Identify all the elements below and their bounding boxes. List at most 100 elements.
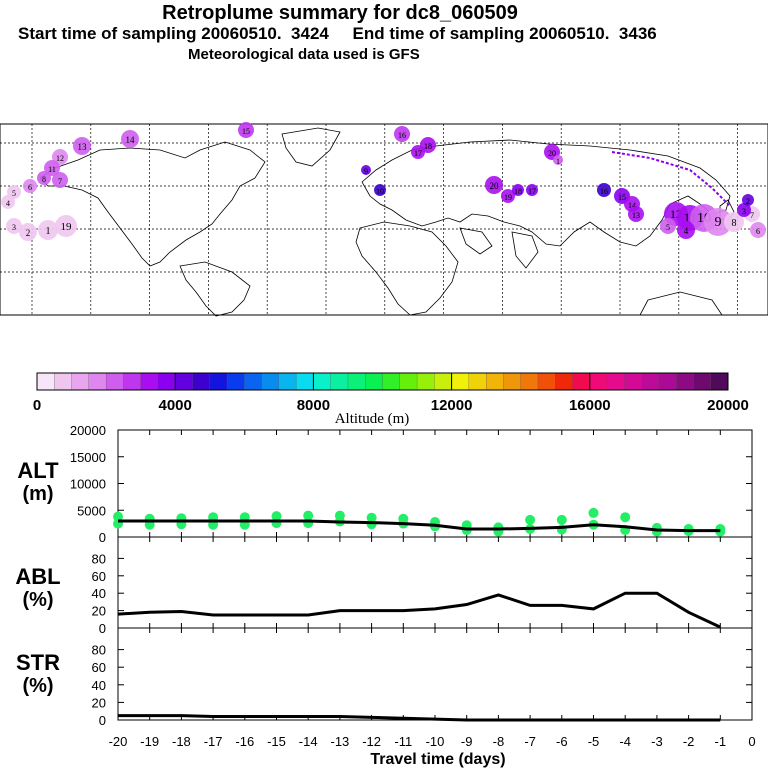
colorbar-swatch bbox=[71, 372, 90, 391]
y-tick-label: 0 bbox=[99, 530, 106, 545]
colorbar-swatch bbox=[572, 372, 591, 391]
x-tick-label: -13 bbox=[331, 734, 350, 749]
plume-marker-label: 7 bbox=[750, 211, 754, 220]
plume-marker-label: 12 bbox=[56, 154, 64, 163]
colorbar-swatch bbox=[382, 372, 401, 391]
plume-marker-label: 13 bbox=[632, 211, 640, 220]
colorbar-swatch bbox=[36, 372, 55, 391]
alt-panel-unit: (m) bbox=[22, 483, 53, 505]
plume-marker bbox=[374, 184, 386, 196]
colorbar-swatch bbox=[123, 372, 142, 391]
colorbar-swatch bbox=[503, 372, 522, 391]
colorbar-swatch bbox=[658, 372, 677, 391]
plume-marker-label: 9 bbox=[364, 167, 368, 176]
colorbar-swatch bbox=[710, 372, 729, 391]
abl-panel-unit: (%) bbox=[22, 589, 53, 611]
plume-marker-label: 11 bbox=[48, 165, 56, 174]
plume-marker-label: 1 bbox=[46, 226, 51, 237]
x-tick-label: -7 bbox=[524, 734, 536, 749]
y-tick-label: 20 bbox=[92, 695, 106, 710]
plume-marker-label: 2 bbox=[746, 197, 750, 206]
plume-marker-label: 16 bbox=[398, 131, 406, 140]
colorbar-swatch bbox=[693, 372, 712, 391]
colorbar-tick-label: 20000 bbox=[707, 397, 749, 414]
abl-panel: 80 60 40 20 0 bbox=[92, 536, 753, 636]
plume-marker bbox=[361, 165, 371, 175]
colorbar-swatch bbox=[555, 372, 573, 391]
map-coastlines bbox=[39, 127, 735, 317]
colorbar-swatch bbox=[537, 372, 556, 391]
colorbar-tick-label: 12000 bbox=[431, 397, 473, 414]
alt-series-line bbox=[118, 519, 721, 533]
altitude-point bbox=[556, 514, 567, 525]
plume-marker-label: 5 bbox=[666, 223, 670, 232]
colorbar-swatch bbox=[365, 372, 383, 391]
plume-marker-label: 18 bbox=[424, 142, 432, 151]
colorbar-swatch bbox=[485, 372, 504, 391]
colorbar-swatch bbox=[399, 372, 418, 391]
alt-panel-label: ALT bbox=[17, 458, 59, 483]
plume-marker bbox=[52, 149, 68, 165]
plume-marker-label: 15 bbox=[242, 127, 250, 136]
colorbar-swatch bbox=[157, 372, 176, 391]
x-tick-label: -4 bbox=[619, 734, 631, 749]
plume-marker-label: 19 bbox=[61, 221, 73, 233]
colorbar-label: Altitude (m) bbox=[335, 411, 410, 427]
x-tick-label: -12 bbox=[362, 734, 381, 749]
plume-marker bbox=[19, 223, 37, 241]
x-tick-label: -15 bbox=[267, 734, 286, 749]
panel-frame bbox=[117, 627, 753, 721]
plume-marker bbox=[394, 126, 410, 142]
y-tick-label: 20000 bbox=[70, 423, 106, 438]
colorbar: 0 4000 8000 12000 16000 20000 Altitude (m) bbox=[33, 372, 749, 427]
colorbar-tick-label: 16000 bbox=[569, 397, 611, 414]
x-tick-labels: -20 -19 -18 -17 -16 -15 -14 -13 -12 -11 -10 -9 -8 -7-… bbox=[109, 734, 756, 749]
y-tick-label: 20 bbox=[92, 604, 106, 619]
plume-marker bbox=[44, 160, 60, 176]
plume-marker-label: 4 bbox=[684, 226, 689, 236]
altitude-point bbox=[303, 510, 314, 521]
altitude-point bbox=[113, 511, 123, 522]
plume-marker-label: 17 bbox=[528, 187, 536, 196]
y-tick-label: 0 bbox=[99, 621, 106, 636]
y-tick-label: 0 bbox=[99, 713, 106, 728]
colorbar-swatch bbox=[175, 372, 193, 391]
str-series-line bbox=[118, 714, 721, 722]
plume-marker bbox=[628, 206, 644, 222]
colorbar-swatch bbox=[226, 372, 245, 391]
plume-marker-label: 7 bbox=[58, 177, 62, 186]
plume-marker bbox=[742, 194, 754, 206]
colorbar-swatch bbox=[451, 372, 470, 391]
colorbar-swatch bbox=[676, 372, 694, 391]
y-tick-label: 5000 bbox=[77, 503, 106, 518]
y-tick-label: 40 bbox=[92, 678, 106, 693]
x-tick-label: -9 bbox=[461, 734, 473, 749]
plume-marker-label: 9 bbox=[715, 215, 722, 230]
colorbar-swatch bbox=[641, 372, 660, 391]
panel-labels: ALT (m) ABL (%) STR (%) bbox=[15, 458, 60, 697]
colorbar-swatch bbox=[606, 372, 625, 391]
plume-marker-label: 6 bbox=[28, 183, 32, 192]
plume-marker-label: 3 bbox=[12, 223, 16, 232]
colorbar-tick-label: 8000 bbox=[297, 397, 330, 414]
colorbar-swatch bbox=[140, 372, 159, 391]
colorbar-swatch bbox=[434, 372, 453, 391]
y-tick-label: 15000 bbox=[70, 450, 106, 465]
plume-marker-label: 16 bbox=[600, 187, 608, 196]
colorbar-swatch bbox=[88, 372, 107, 391]
colorbar-swatch bbox=[209, 372, 228, 391]
colorbar-swatch bbox=[192, 372, 211, 391]
plume-marker-label: 6 bbox=[756, 227, 760, 236]
plume-marker bbox=[121, 130, 139, 148]
colorbar-swatches bbox=[36, 372, 729, 391]
plume-marker-label: 19 bbox=[504, 193, 512, 202]
plume-marker bbox=[411, 145, 425, 159]
colorbar-swatch bbox=[468, 372, 487, 391]
colorbar-swatch bbox=[347, 372, 366, 391]
colorbar-swatch bbox=[624, 372, 643, 391]
plume-marker bbox=[704, 208, 732, 236]
plume-marker-label: 3 bbox=[742, 207, 746, 216]
colorbar-swatch bbox=[330, 372, 349, 391]
